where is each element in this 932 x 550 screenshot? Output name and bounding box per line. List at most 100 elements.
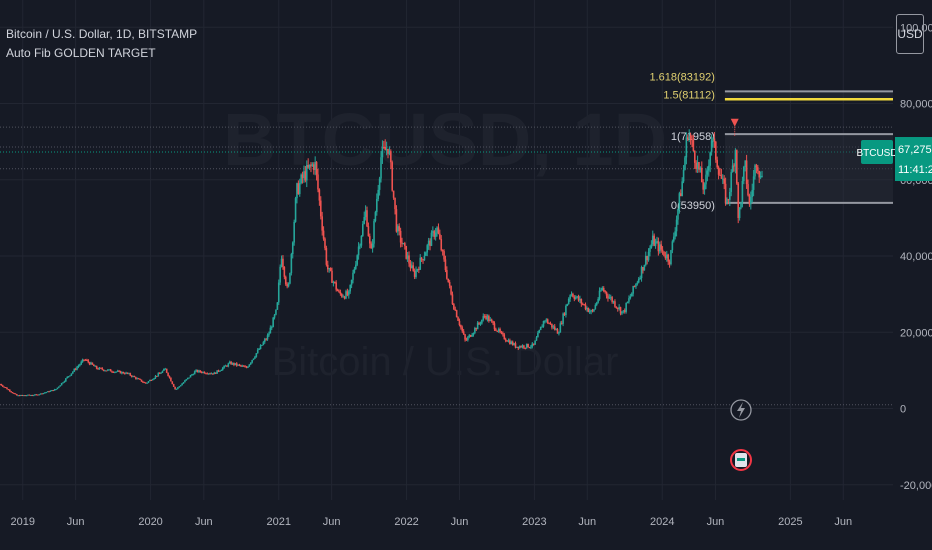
candle-body [305, 165, 308, 181]
candle-body [705, 174, 707, 185]
candle-body [713, 138, 716, 142]
fib-level-label: 0(53950) [671, 200, 715, 212]
candle-body [724, 183, 727, 203]
candle-body [203, 371, 206, 374]
candle-body [664, 255, 667, 259]
candle-body [81, 359, 84, 362]
countdown-label: 11:41:28 [898, 164, 932, 176]
y-tick-label: 80,000 [900, 99, 932, 111]
candle-body [214, 372, 217, 374]
candle-body [11, 392, 14, 394]
candle-body [217, 370, 220, 372]
candle-body [643, 265, 646, 271]
candle-body [136, 378, 139, 380]
y-tick-label: 40,000 [900, 251, 932, 263]
x-tick-label: 2025 [778, 516, 802, 528]
candle-body [485, 316, 487, 320]
candle-body [416, 269, 419, 271]
candle-body [555, 329, 557, 331]
candle-body [699, 167, 702, 170]
candle-body [205, 373, 207, 375]
candle-body [342, 296, 344, 298]
candle-body [287, 283, 290, 287]
candle-body [158, 373, 161, 375]
candle-body [736, 150, 738, 184]
candle-body [269, 327, 272, 334]
candle-body [87, 360, 90, 363]
candle-body [409, 263, 412, 269]
candle-body [128, 373, 130, 375]
candle-body [584, 304, 587, 310]
candle-body [63, 381, 66, 383]
candle-body [91, 362, 94, 365]
candle-body [621, 311, 623, 314]
fib-level-label: 1.5(81112) [663, 89, 715, 101]
candle-body [510, 341, 513, 345]
candle-body [177, 387, 179, 389]
x-tick-label: Jun [451, 516, 469, 528]
candle-body [514, 343, 517, 348]
candle-body [611, 297, 613, 303]
candle-body [537, 332, 539, 338]
candle-body [343, 296, 346, 299]
candle-body [695, 162, 697, 169]
candle-body [206, 373, 209, 375]
candle-body [752, 176, 755, 190]
candle-body [237, 364, 239, 366]
candle-body [402, 243, 405, 245]
candle-body [109, 369, 112, 372]
candle-body [303, 171, 305, 179]
candle-body [56, 387, 59, 390]
candle-body [34, 394, 36, 396]
candle-body [633, 285, 636, 287]
candle-body [534, 340, 536, 345]
candle-body [516, 346, 518, 348]
candle-body [601, 287, 604, 291]
candle-body [614, 301, 616, 307]
indicator-label[interactable]: Auto Fib GOLDEN TARGET [6, 46, 156, 60]
candle-body [360, 235, 363, 246]
candle-body [563, 313, 566, 316]
candle-body [716, 159, 719, 168]
candle-body [566, 303, 569, 306]
candle-body [665, 254, 668, 259]
candle-body [642, 267, 644, 271]
candle-body [576, 296, 578, 298]
candle-body [502, 333, 504, 335]
candle-body [114, 371, 116, 373]
candle-body [600, 290, 602, 292]
candle-body [331, 270, 333, 283]
candle-body [357, 246, 360, 256]
candle-body [615, 306, 618, 308]
candle-body [559, 323, 562, 333]
candle-body [168, 375, 171, 378]
candle-body [569, 295, 571, 299]
candle-body [226, 365, 228, 367]
candle-body [167, 372, 169, 376]
fib-zone-upper [724, 91, 893, 100]
candle-body [560, 323, 563, 325]
currency-button[interactable]: USD [896, 14, 924, 54]
candle-body [84, 359, 87, 361]
candle-body [577, 296, 580, 301]
candle-body [231, 362, 234, 365]
candle-body [332, 281, 335, 283]
candle-body [542, 320, 545, 327]
candle-body [607, 295, 609, 299]
candle-body [696, 162, 699, 169]
candle-body [623, 310, 626, 312]
candle-body [587, 307, 590, 312]
candle-body [259, 345, 262, 350]
y-tick-label: -20,000 [900, 480, 932, 492]
candle-body [381, 146, 384, 158]
candle-body [140, 379, 143, 382]
candle-body [150, 379, 153, 381]
candle-body [370, 243, 373, 249]
candle-body [715, 141, 717, 160]
candle-body [444, 259, 447, 271]
candle-body [448, 282, 451, 286]
candle-body [290, 254, 293, 274]
candle-body [20, 395, 22, 397]
